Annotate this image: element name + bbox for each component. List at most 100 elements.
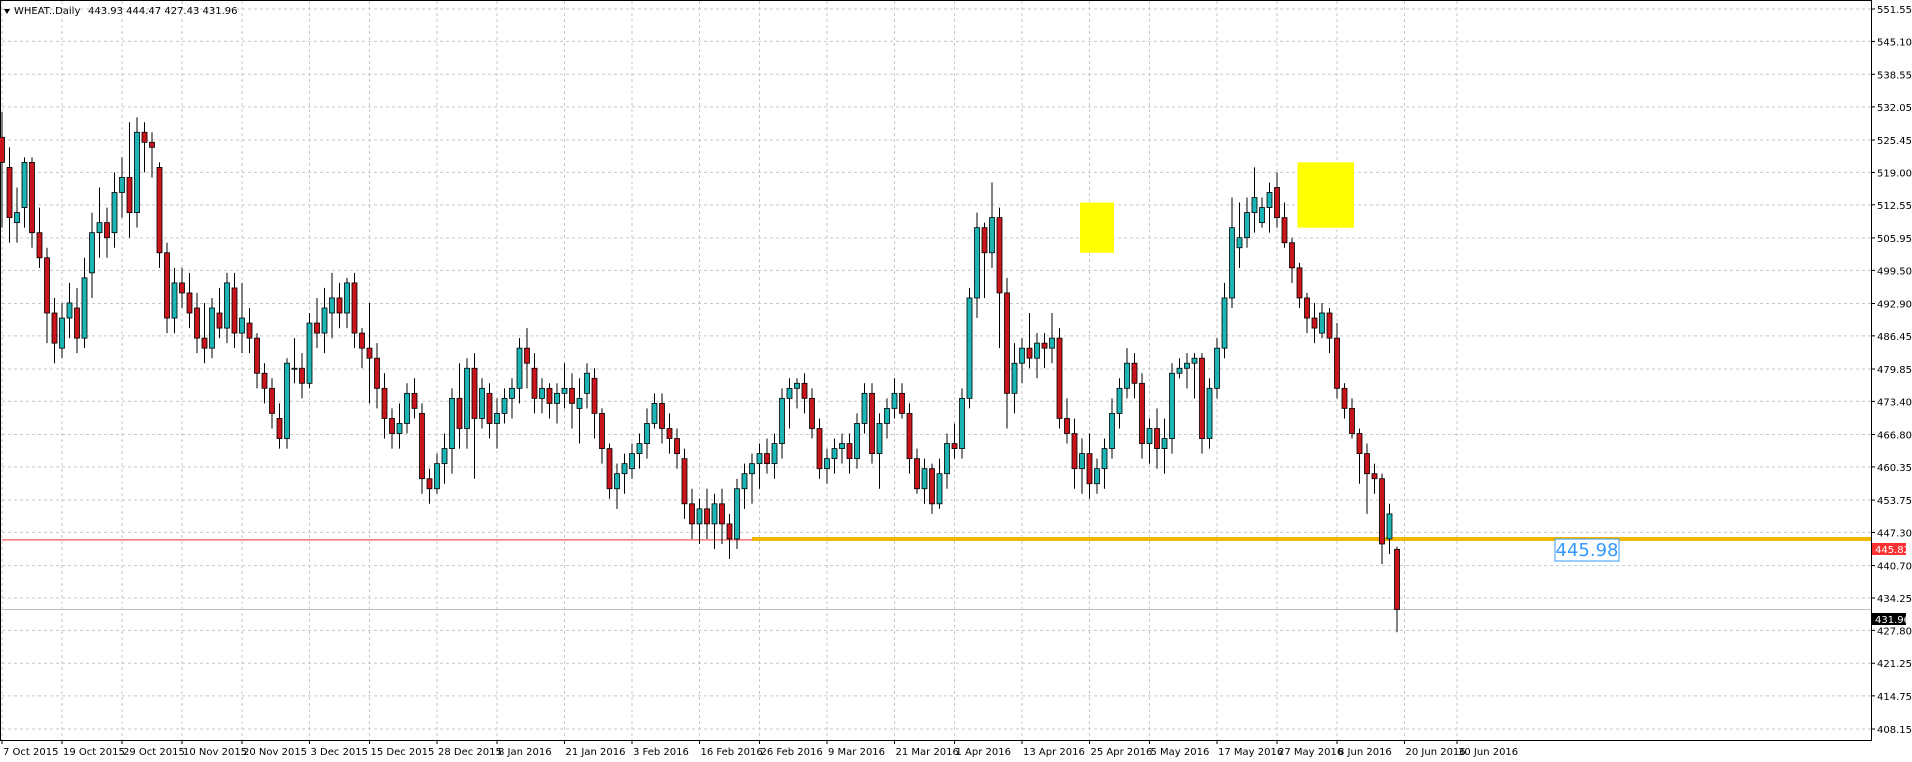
candle[interactable] [869,383,875,464]
candle[interactable] [651,393,658,429]
candle[interactable] [861,383,868,434]
candle[interactable] [1169,363,1175,454]
candle[interactable] [1154,408,1160,469]
candle[interactable] [1274,172,1280,228]
candle[interactable] [1289,237,1295,283]
candle[interactable] [1184,353,1190,389]
candle[interactable] [1319,302,1325,339]
candle[interactable] [321,287,328,354]
candle[interactable] [156,162,163,268]
candle[interactable] [839,433,845,464]
candle[interactable] [96,187,103,258]
candle[interactable] [906,403,913,474]
candle[interactable] [351,272,358,349]
candle[interactable] [816,418,823,479]
candle[interactable] [434,453,440,494]
candle[interactable] [786,378,793,429]
candle[interactable] [756,443,763,489]
candle[interactable] [1371,463,1378,494]
candle[interactable] [1349,398,1355,439]
candle[interactable] [14,187,20,243]
candle[interactable] [734,478,740,549]
candle[interactable] [1281,202,1288,248]
candle[interactable] [726,513,733,560]
candle[interactable] [59,302,65,359]
candle[interactable] [479,378,485,429]
candle[interactable] [1004,277,1010,429]
candle[interactable] [801,373,808,414]
candle[interactable] [134,117,140,228]
candle[interactable] [21,157,28,228]
candle[interactable] [344,277,350,329]
candle[interactable] [1386,503,1393,555]
candle[interactable] [261,363,268,404]
candle[interactable] [449,388,455,474]
candle[interactable] [606,443,613,499]
candle[interactable] [1071,418,1078,489]
candle[interactable] [1086,433,1093,499]
candle[interactable] [1011,343,1018,414]
candle[interactable] [1356,428,1363,484]
candle[interactable] [666,413,673,454]
candle[interactable] [1056,328,1063,429]
candle[interactable] [636,433,643,469]
candle[interactable] [201,302,208,364]
candle[interactable] [389,408,395,449]
candle[interactable] [884,398,890,439]
candle[interactable] [921,458,928,504]
candle[interactable] [471,353,478,479]
candle[interactable] [81,257,88,349]
candle[interactable] [516,338,523,404]
candle[interactable] [1206,378,1213,449]
candle[interactable] [66,282,73,339]
candle[interactable] [531,353,538,414]
candle[interactable] [1251,167,1258,233]
candle[interactable] [171,267,178,334]
candle[interactable] [1101,438,1108,489]
candle[interactable] [1379,473,1385,565]
candle[interactable] [1026,313,1033,369]
candle[interactable] [336,282,343,329]
candle[interactable] [1124,348,1130,399]
candle[interactable] [149,132,155,178]
candle[interactable] [576,378,583,444]
candle[interactable] [959,388,965,459]
candle[interactable] [141,122,148,173]
candle[interactable] [284,358,290,449]
candle[interactable] [794,378,800,409]
candle[interactable] [591,368,598,439]
candle[interactable] [1221,282,1228,359]
triangle-down-icon[interactable] [4,9,10,14]
candle[interactable] [254,333,260,389]
candle[interactable] [584,363,590,409]
candle[interactable] [1116,378,1123,429]
candle[interactable] [1266,182,1273,233]
candle[interactable] [1311,302,1318,344]
candle[interactable] [36,207,43,268]
candles[interactable] [0,112,1400,633]
candle[interactable] [914,448,920,494]
candle[interactable] [1244,197,1250,248]
candle[interactable] [1139,373,1145,459]
candle[interactable] [659,393,665,444]
candle[interactable] [1259,197,1265,228]
candle[interactable] [51,297,58,364]
candle[interactable] [1094,458,1100,494]
candle[interactable] [779,388,785,459]
candle[interactable] [396,403,403,449]
candle[interactable] [764,438,770,474]
candle[interactable] [1064,398,1070,444]
candle[interactable] [486,383,493,439]
candle[interactable] [1199,353,1205,454]
candle[interactable] [539,378,545,414]
candle[interactable] [1109,398,1115,459]
candle[interactable] [231,272,238,349]
candle[interactable] [269,378,275,429]
candle[interactable] [891,378,898,419]
candle[interactable] [411,378,418,419]
candle[interactable] [456,363,463,449]
candle[interactable] [1296,262,1303,308]
candle[interactable] [164,242,170,334]
candle[interactable] [381,373,388,439]
candle[interactable] [771,433,778,479]
